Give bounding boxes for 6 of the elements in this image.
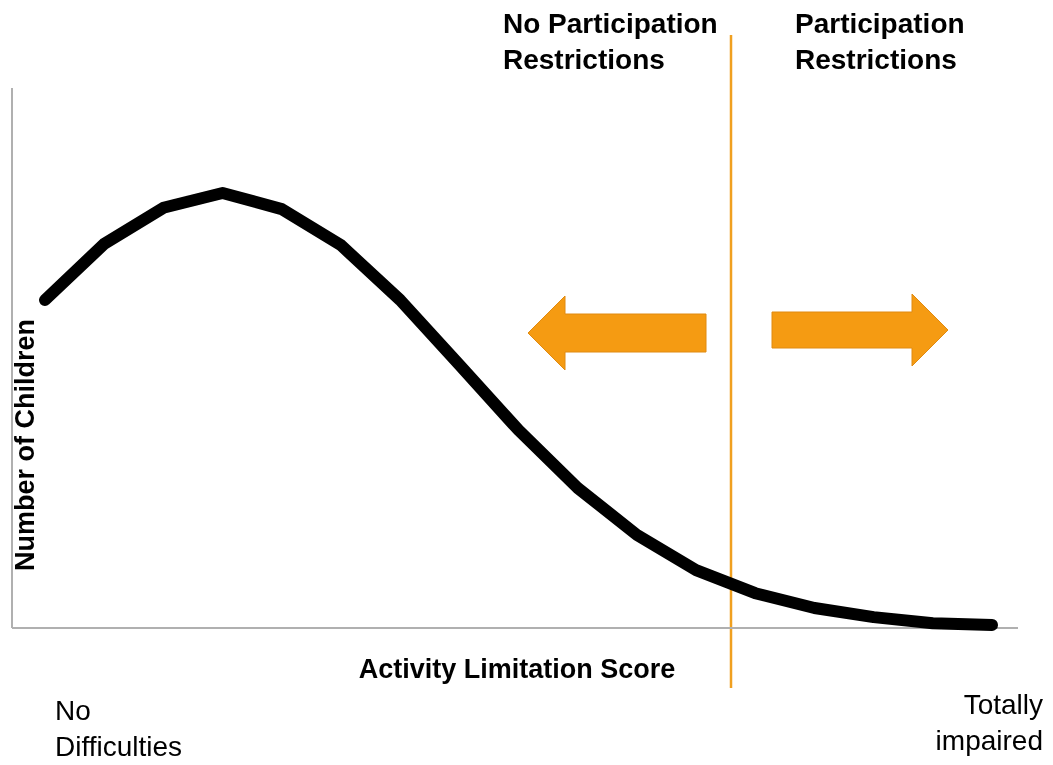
y-axis-title: Number of Children — [10, 318, 40, 572]
text: Totally impaired — [935, 689, 1043, 756]
text: No Participation Restrictions — [503, 8, 718, 75]
text: Participation Restrictions — [795, 8, 965, 75]
text: No Difficulties — [55, 695, 183, 762]
x-axis-title: Activity Limitation Score — [358, 654, 676, 684]
